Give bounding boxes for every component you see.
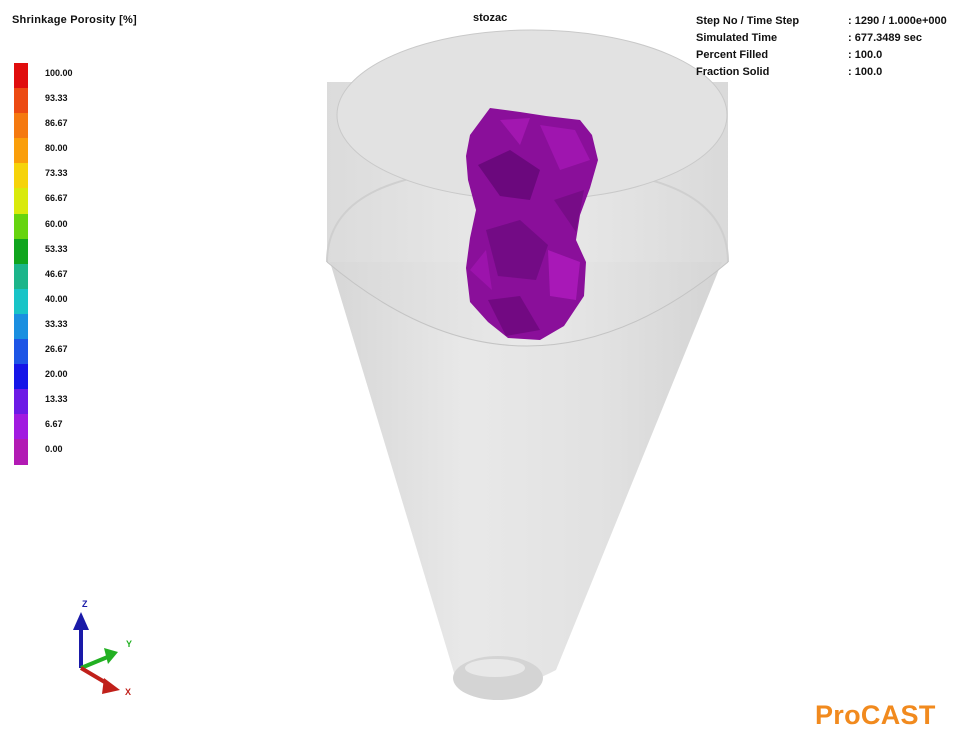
legend-swatch [14,138,28,165]
info-value: : 100.0 [848,66,883,78]
legend-swatch [14,439,28,466]
simulation-title: stozac [473,12,508,24]
legend-title: Shrinkage Porosity [%] [12,14,137,26]
legend-label: 100.00 [45,68,73,78]
axis-x-label: X [125,687,131,697]
legend-swatch [14,88,28,115]
legend-label: 40.00 [45,293,68,304]
legend-label: 93.33 [45,93,68,104]
legend-swatch [14,238,28,265]
procast-logo: ProCAST [815,700,936,730]
legend-swatch [14,188,28,215]
legend-label: 33.33 [45,318,68,329]
legend-label: 73.33 [45,168,68,179]
axis-z-label: Z [82,599,88,609]
legend-label: 26.67 [45,344,68,355]
legend-label: 20.00 [45,369,68,380]
axis-y-label: Y [126,639,132,649]
legend-swatch [14,63,28,89]
legend-label: 60.00 [45,218,68,229]
porosity-region [466,108,598,340]
simulation-info-panel: Step No / Time Step : 1290 / 1.000e+000 S… [696,13,947,81]
legend-swatch [14,213,28,240]
info-row: Fraction Solid : 100.0 [696,64,947,81]
legend-label: 86.67 [45,118,68,129]
legend-swatch [14,389,28,416]
legend-swatch [14,163,28,190]
axis-triad: Z Y X [73,599,132,697]
info-row: Simulated Time : 677.3489 sec [696,30,947,47]
legend-swatch [14,313,28,340]
legend-swatch [14,263,28,290]
info-label: Fraction Solid [696,66,770,78]
legend-label: 46.67 [45,268,68,279]
legend-label: 6.67 [45,419,63,430]
info-value: : 1290 / 1.000e+000 [848,15,947,27]
info-label: Percent Filled [696,49,769,61]
info-row: Step No / Time Step : 1290 / 1.000e+000 [696,13,947,30]
legend-label: 53.33 [45,243,68,254]
legend-label: 66.67 [45,193,68,204]
legend-label: 13.33 [45,394,68,405]
info-value: : 677.3489 sec [848,32,923,44]
legend-swatch [14,288,28,315]
legend-swatch [14,113,28,140]
legend-swatch [14,364,28,391]
info-row: Percent Filled : 100.0 [696,47,947,64]
info-label: Step No / Time Step [696,15,800,27]
info-label: Simulated Time [696,32,778,44]
legend-swatch [14,339,28,366]
info-value: : 100.0 [848,49,883,61]
legend-label: 0.00 [45,444,63,455]
legend-label: 80.00 [45,143,68,154]
legend-swatch [14,414,28,441]
